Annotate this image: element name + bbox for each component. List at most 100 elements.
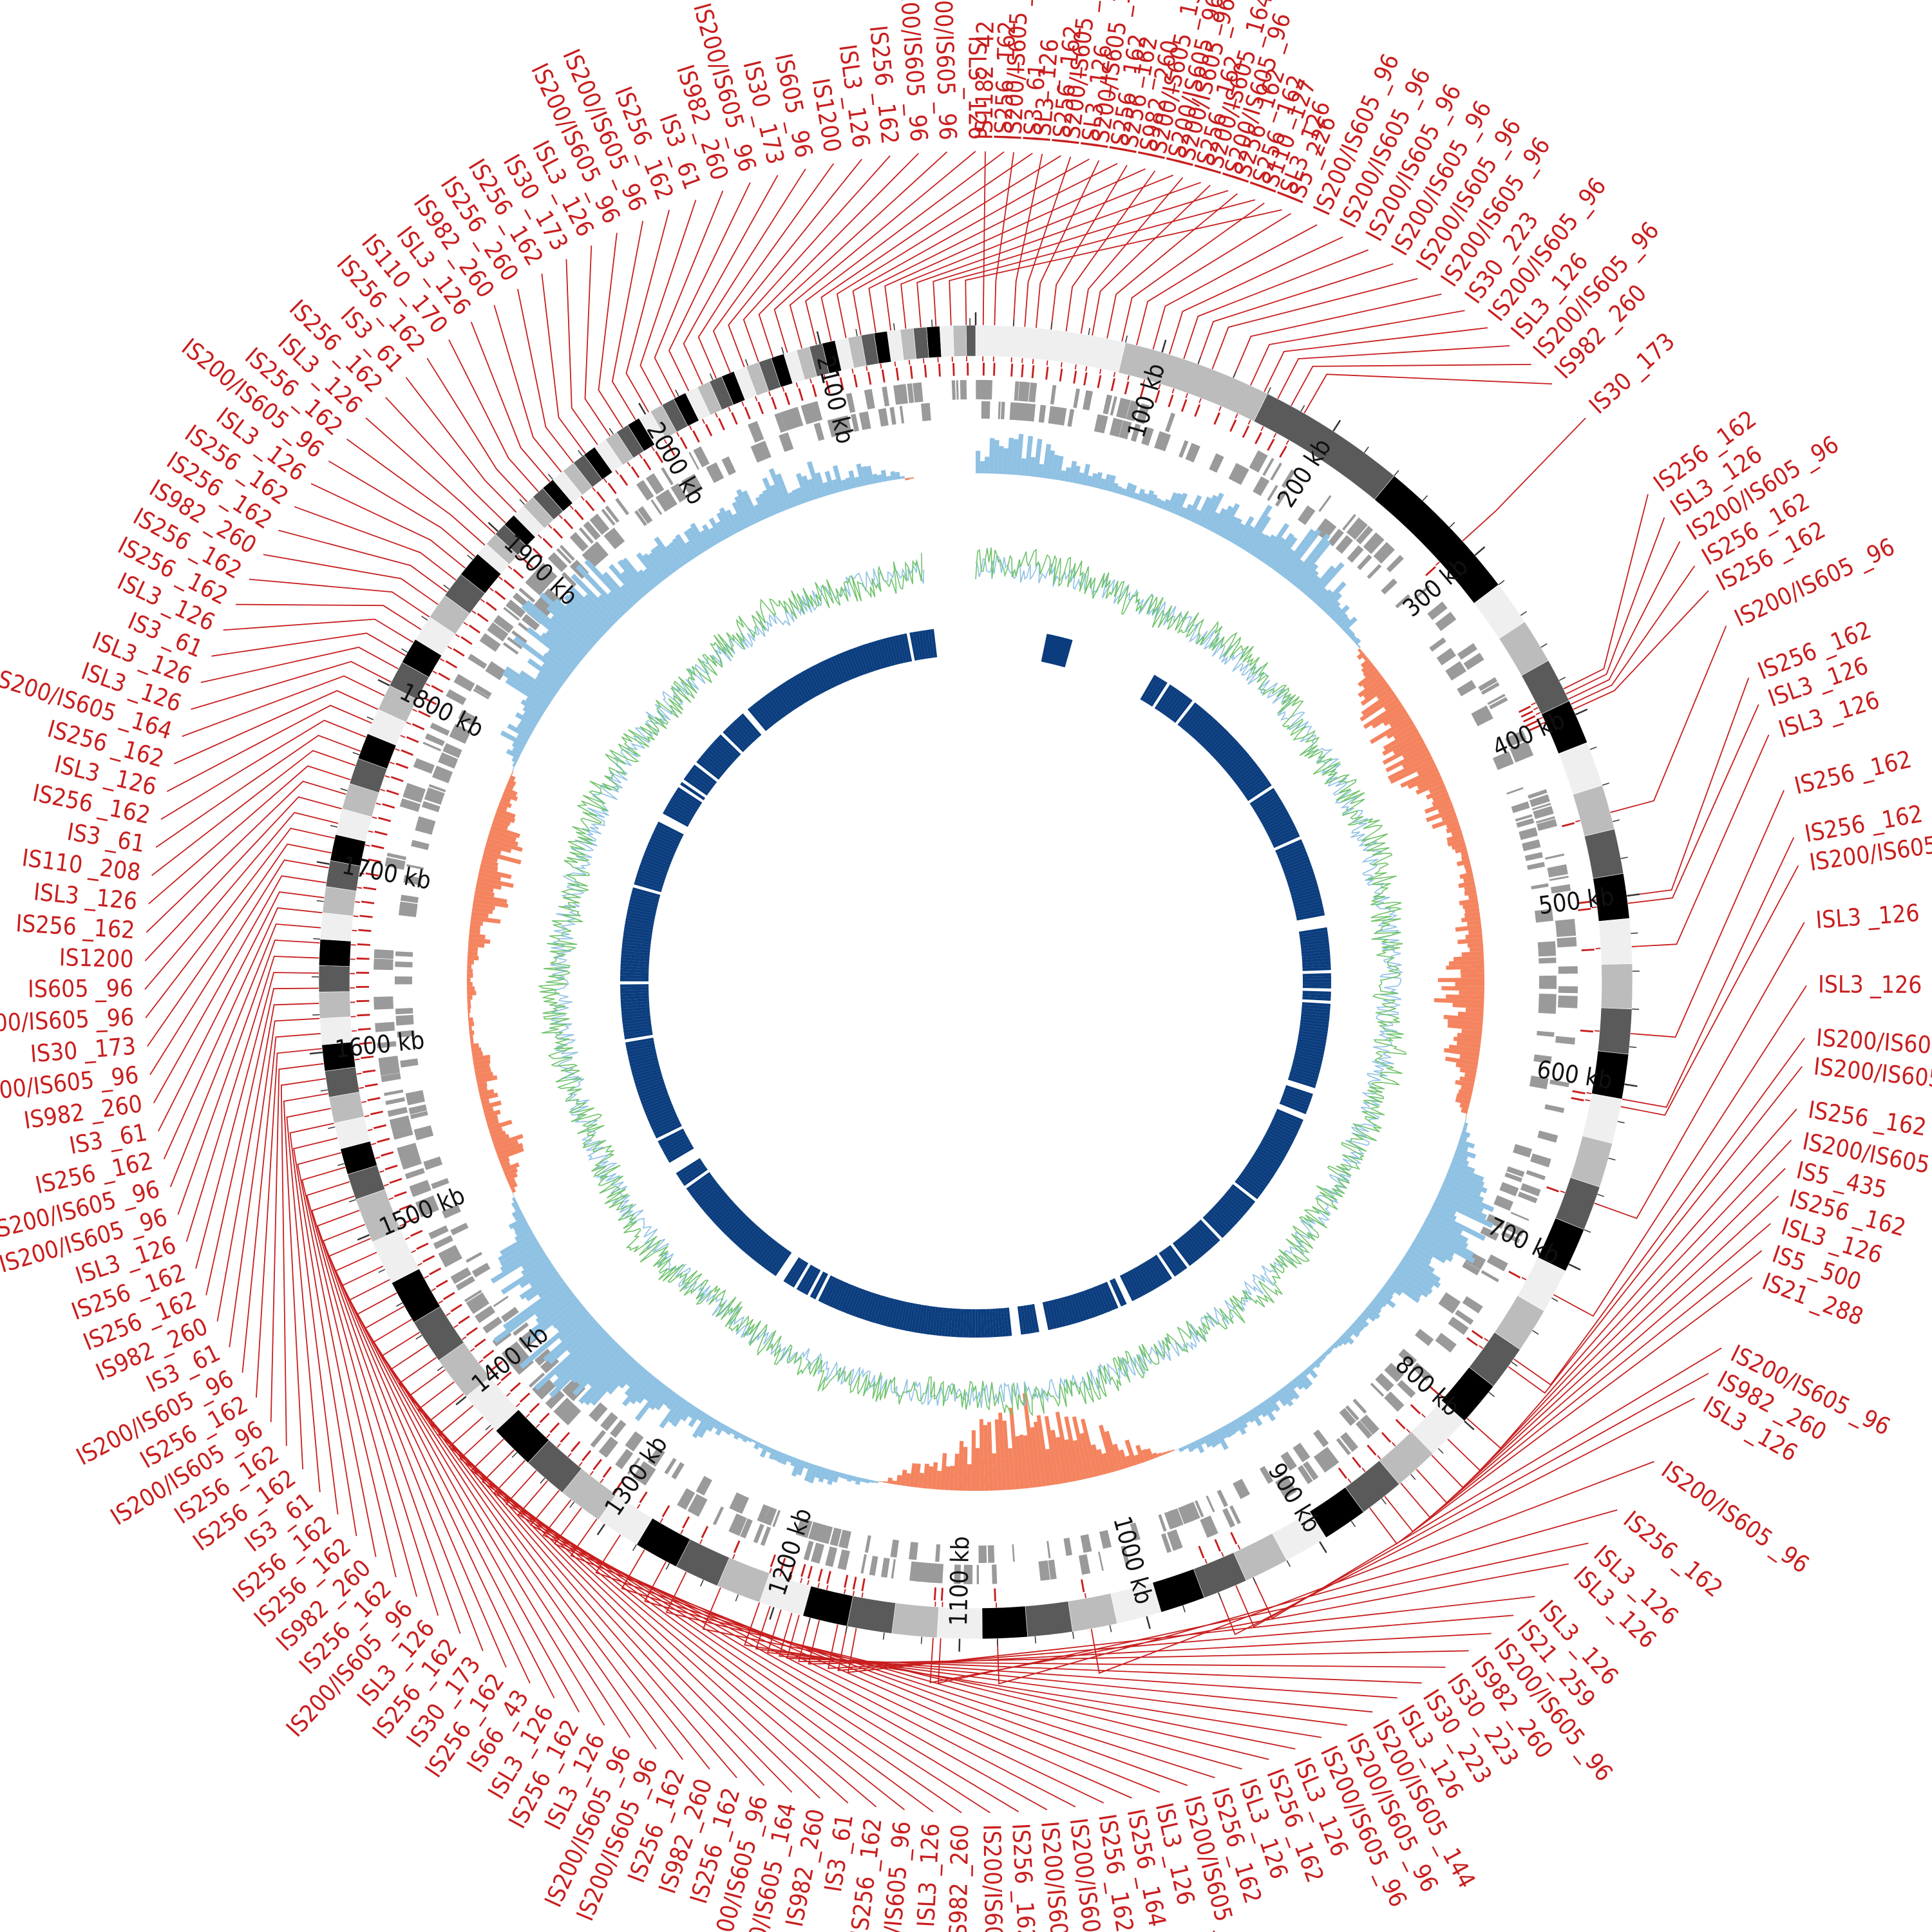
gc-skew-bar — [869, 1479, 875, 1483]
conserved-block — [1166, 1246, 1185, 1272]
gc-skew-bar — [1179, 506, 1187, 518]
cds-block — [1222, 1508, 1235, 1528]
conserved-block — [840, 1284, 854, 1312]
gc-skew-bar — [1316, 1357, 1323, 1364]
gc-skew-bar — [598, 594, 623, 620]
conserved-block — [734, 719, 755, 743]
conserved-block — [629, 899, 658, 909]
is-element-label: IS256 _162 — [989, 21, 1021, 141]
conserved-block — [893, 1300, 903, 1329]
gc-skew-bar — [732, 513, 745, 531]
gc-skew-bar — [1267, 1396, 1281, 1412]
gc-skew-bar — [1455, 924, 1482, 932]
tick-mark — [1532, 1330, 1539, 1335]
cds-block — [1529, 794, 1550, 808]
cds-block — [1366, 535, 1385, 554]
cds-block — [1345, 1405, 1359, 1421]
conserved-block — [1298, 927, 1328, 935]
gc-skew-bar — [1316, 589, 1333, 607]
conserved-block — [753, 1237, 773, 1262]
tick-mark — [328, 1126, 336, 1130]
cds-block — [458, 710, 478, 726]
cds-block — [1359, 1416, 1378, 1435]
cds-block — [1527, 862, 1545, 870]
conserved-block — [1299, 930, 1328, 938]
cds-block — [1412, 1362, 1432, 1381]
cds-block — [1397, 1380, 1416, 1398]
cds-block — [650, 499, 663, 515]
cds-block — [846, 393, 856, 413]
is-element-mark — [852, 1577, 857, 1590]
conserved-block — [1142, 676, 1160, 703]
is-element-mark — [757, 401, 764, 415]
conserved-block — [1202, 1215, 1225, 1238]
gc-skew-bar — [1363, 665, 1377, 677]
gc-skew-bar — [565, 602, 604, 639]
gc-skew-bar — [1245, 515, 1271, 553]
is-element-mark — [399, 1204, 412, 1211]
gc-skew-bar — [1341, 616, 1358, 632]
cds-block — [409, 1180, 431, 1196]
gc-skew-bar — [482, 1100, 502, 1110]
conserved-block — [965, 1309, 970, 1338]
conserved-block — [750, 705, 770, 730]
cds-block — [1259, 1466, 1274, 1484]
conserved-block — [718, 734, 741, 757]
conserved-block — [803, 670, 820, 696]
conserved-block — [1289, 879, 1317, 891]
gc-skew-bar — [621, 571, 645, 598]
gc-skew-bar — [1397, 1263, 1434, 1289]
gc-skew-bar — [1458, 1139, 1475, 1149]
conserved-block — [1023, 1305, 1030, 1334]
gc-skew-bar — [469, 929, 480, 934]
cds-block — [712, 1506, 724, 1526]
cds-track — [374, 379, 1578, 1585]
cds-block — [1167, 1529, 1183, 1551]
gc-skew-bar — [1079, 1432, 1095, 1478]
ideogram-band — [1582, 1093, 1623, 1144]
conserved-block — [1249, 1159, 1275, 1177]
conserved-block — [1292, 891, 1320, 902]
cds-block — [891, 1559, 896, 1579]
tick-mark — [569, 1501, 575, 1508]
conserved-block — [647, 844, 674, 858]
is-element-mark — [1031, 365, 1035, 379]
gc-skew-bar — [1214, 505, 1233, 535]
gc-skew-bar — [1455, 1079, 1475, 1088]
cds-block — [1447, 664, 1466, 681]
gc-skew-bar — [655, 1388, 674, 1411]
gc-skew-bar — [1376, 1291, 1396, 1309]
gc-skew-bar — [824, 1468, 831, 1481]
gc-skew-bar — [622, 1372, 652, 1406]
conserved-block — [724, 1213, 746, 1235]
is-element-mark — [1213, 412, 1220, 425]
cds-block — [976, 1565, 980, 1585]
conserved-block — [641, 1092, 669, 1105]
gc-skew-bar — [890, 471, 896, 480]
conserved-block — [983, 1309, 988, 1338]
cds-block — [1436, 648, 1457, 666]
conserved-block — [705, 1194, 729, 1215]
cds-block — [1545, 853, 1565, 860]
gc-skew-bar — [1434, 998, 1484, 1005]
gc-skew-bar — [1435, 1197, 1493, 1228]
cds-block — [590, 542, 609, 561]
gc-skew-bar — [1459, 898, 1479, 905]
conserved-block — [630, 1059, 659, 1070]
cds-block — [1048, 1559, 1057, 1580]
gc-skew-bar — [1073, 1440, 1086, 1480]
gc-skew-bar — [1417, 762, 1437, 776]
is-leader-line — [778, 1578, 1397, 1699]
conserved-block — [1303, 979, 1332, 983]
gc-skew-bar — [1459, 1054, 1479, 1062]
tick-mark — [337, 1163, 345, 1166]
cds-block — [1184, 1503, 1197, 1522]
gc-skew-bar — [1103, 474, 1112, 491]
gc-skew-bar — [1456, 858, 1471, 867]
tick-mark — [357, 1234, 370, 1241]
conserved-block — [784, 680, 802, 706]
gc-skew-bar — [1428, 1209, 1486, 1241]
cds-block — [433, 1235, 453, 1249]
cds-block — [1136, 403, 1150, 424]
conserved-block — [1302, 1007, 1331, 1013]
